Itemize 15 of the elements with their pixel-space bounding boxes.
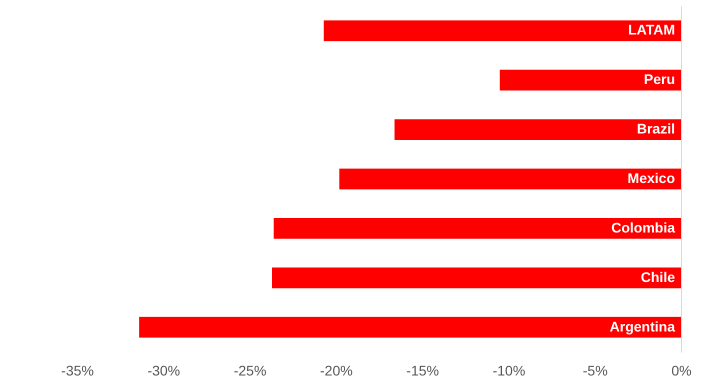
x-tick-label: -35% [61, 362, 94, 378]
y-tick-label: LATAM [628, 22, 675, 38]
y-tick-label: Brazil [636, 120, 675, 137]
x-tick-label: -30% [147, 362, 180, 378]
y-tick-label: Chile [640, 268, 676, 285]
x-tick-label: -10% [492, 362, 526, 378]
x-tick-label: -15% [406, 362, 439, 378]
y-tick-label: Peru [644, 71, 675, 88]
x-tick-label: 0% [671, 362, 692, 378]
y-tick-label: Colombia [611, 219, 676, 236]
x-tick-label: -25% [234, 362, 266, 378]
x-tick-label: -20% [320, 362, 353, 378]
x-tick-label: -5% [582, 362, 608, 378]
y-tick-label: Argentina [610, 318, 676, 334]
y-tick-label: Mexico [628, 170, 675, 186]
